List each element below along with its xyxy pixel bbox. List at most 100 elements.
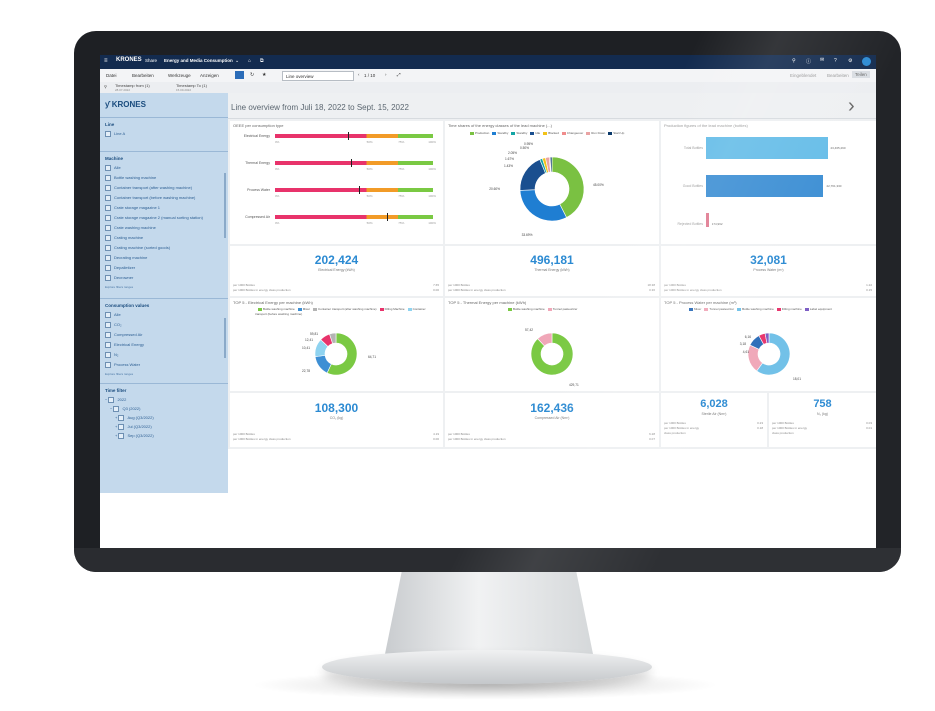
legend-item[interactable]: Blocked [540,131,559,135]
legend-item[interactable]: Container transport (before washing mach… [255,307,426,316]
hamburger-icon[interactable]: ≡ [104,58,108,64]
legend-item[interactable]: Standby [508,131,527,135]
kpi-co2[interactable]: 108,300 CO₂ (kg) per 1000 Bottles 4.19 p… [230,393,443,447]
legend-item[interactable]: Container transport (after washing machi… [310,307,377,311]
list-item[interactable]: Bottle washing machine [105,175,223,185]
legend-item[interactable]: Bottle washing machine [255,307,295,311]
checkbox[interactable] [105,185,111,191]
fit-icon[interactable]: ⤢ [397,72,401,77]
menu-tools[interactable]: Werkzeuge [168,73,191,78]
prev-page-icon[interactable]: ‹ [358,72,360,77]
menu-view[interactable]: Anzeigen [200,73,219,78]
checkbox[interactable] [105,342,111,348]
tree-item[interactable]: − Q3 (2022) [110,406,141,412]
checkbox[interactable] [118,433,125,439]
search-icon[interactable]: ⚲ [792,58,796,64]
next-arrow-icon[interactable]: › [848,95,855,117]
checkbox[interactable] [105,265,111,271]
checkbox[interactable] [105,205,111,211]
scrollbar[interactable] [224,173,226,238]
scrollbar[interactable] [224,318,226,358]
line-item[interactable]: Line A [105,131,125,137]
legend-item[interactable]: Bottle washing machine [505,307,545,311]
checkbox[interactable] [105,245,111,251]
bar[interactable] [706,175,824,197]
top5-thermal-card[interactable]: TOP 5 - Thermal Energy per machine (kWh)… [445,298,659,391]
checkbox[interactable] [105,215,111,221]
legend-item[interactable]: Idle [527,131,540,135]
menu-edit[interactable]: Bearbeiten [132,73,154,78]
filter-icon[interactable]: ⚲ [104,84,107,89]
checkbox[interactable] [105,322,111,328]
menu-file[interactable]: Datei [106,73,117,78]
list-item[interactable]: Alle [105,165,223,175]
kpi-process-water[interactable]: 32,081 Process Water (m³) per 1000 Bottl… [661,246,876,296]
kpi-thermal[interactable]: 496,181 Thermal Energy (kWh) per 1000 Bo… [445,246,659,296]
legend-item[interactable]: Bottle washing machine [734,307,774,311]
time-shares-card[interactable]: Time shares of the energy classes of the… [445,121,659,244]
explore-filters-link[interactable]: Explore filters ranges [105,372,134,376]
top5-electrical-card[interactable]: TOP 5 - Electrical Energy per machine (k… [230,298,443,391]
tree-item[interactable]: − 2022 [105,397,127,403]
explore-filters-link[interactable]: Explore filters ranges [105,285,134,289]
tab-timestamp-to[interactable]: Timestamp To (1) 15.09.2022 [176,83,234,92]
kpi-sterile-air[interactable]: 6,028 Sterile Air (Nm³) per 1000 Bottles… [661,393,767,447]
checkbox[interactable] [105,275,111,281]
legend-item[interactable]: Label equipment [802,307,832,311]
checkbox[interactable] [105,131,111,137]
legend-item[interactable]: Standby [489,131,508,135]
kpi-electrical[interactable]: 202,424 Electrical Energy (kWh) per 1000… [230,246,443,296]
next-page-icon[interactable]: › [385,72,387,77]
page-select[interactable]: Line overview [282,71,354,81]
tab-timestamp-from[interactable]: Timestamp from (1) 28.07.2022 [115,83,173,92]
list-item[interactable]: N₂ [105,352,223,362]
checkbox[interactable] [105,332,111,338]
kpi-compressed-air[interactable]: 162,436 Compressed Air (Nm³) per 1000 Bo… [445,393,659,447]
list-item[interactable]: Decrowner [105,275,223,285]
checkbox[interactable] [113,406,120,412]
checkbox[interactable] [105,165,111,171]
legend-item[interactable]: Start Up [605,131,624,135]
bookmark-icon[interactable]: ★ [262,72,267,78]
notification-icon[interactable]: ✉ [820,57,825,63]
tree-item[interactable]: + Jul (Q3/2022) [115,424,152,430]
bar[interactable] [706,213,709,227]
list-item[interactable]: Crating machine [105,235,223,245]
list-item[interactable]: Process Water [105,362,223,372]
checkbox[interactable] [105,362,111,368]
checkbox[interactable] [105,195,111,201]
share-button[interactable]: Teilen [852,71,870,78]
legend-item[interactable]: Tunnel pasteurizer [701,307,734,311]
list-item[interactable]: Crating machine (sorted goods) [105,245,223,255]
checkbox[interactable] [105,352,111,358]
tree-item[interactable]: + Sep (Q3/2022) [115,433,154,439]
checkbox[interactable] [118,415,125,421]
info-icon[interactable]: ⓘ [806,59,812,65]
legend-item[interactable]: Filling machine [774,307,802,311]
checkbox[interactable] [105,175,111,181]
menu-right-2[interactable]: Bearbeiten [827,73,849,78]
settings-icon[interactable]: ⚙ [848,58,853,64]
list-item[interactable]: Crate washing machine [105,225,223,235]
legend-item[interactable]: Mixer [295,307,310,311]
checkbox[interactable] [108,397,115,403]
help-icon[interactable]: ? [834,58,837,64]
checkbox[interactable] [105,255,111,261]
bar[interactable] [706,137,828,159]
legend-item[interactable]: Mixer [686,307,701,311]
chevron-down-icon[interactable]: ⌄ [235,58,240,64]
checkbox[interactable] [105,235,111,241]
legend-item[interactable]: Run Down [583,131,605,135]
save-icon[interactable]: ⧉ [260,58,264,64]
list-item[interactable]: Compressed Air [105,332,223,342]
legend-item[interactable]: Production [467,131,489,135]
legend-item[interactable]: Filling Machine [377,307,405,311]
refresh-icon[interactable]: ↻ [250,72,255,78]
list-item[interactable]: Container transport (before washing mach… [105,195,223,205]
avatar[interactable] [862,57,871,66]
list-item[interactable]: Alle [105,312,223,322]
list-item[interactable]: Depalletizer [105,265,223,275]
document-title[interactable]: Energy and Media Consumption [164,58,233,63]
legend-item[interactable]: Tunnel pasteurizer [545,307,577,311]
checkbox[interactable] [105,225,111,231]
